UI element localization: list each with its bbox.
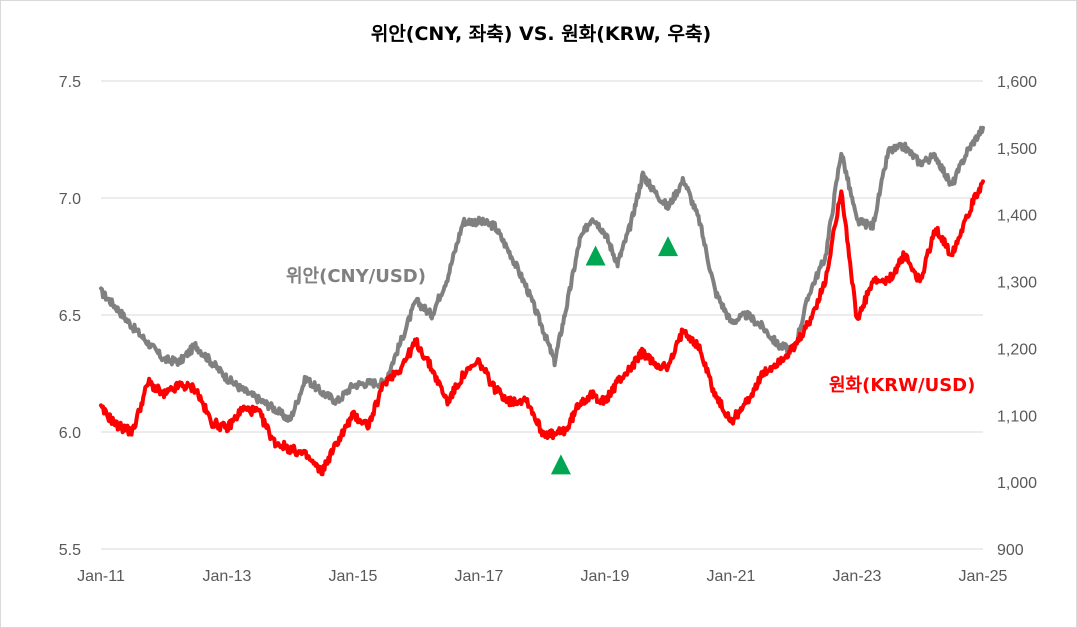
x-tick-label: Jan-15 bbox=[329, 568, 378, 585]
y-right-tick-label: 900 bbox=[997, 542, 1024, 559]
y-right-tick-label: 1,200 bbox=[997, 341, 1037, 358]
y-axis-right: 900 1,000 1,100 1,200 1,300 1,400 1,500 1,600 bbox=[997, 74, 1037, 559]
y-left-tick-label: 7.0 bbox=[59, 191, 81, 208]
triangle-marker-icon bbox=[585, 245, 606, 266]
y-right-tick-label: 1,300 bbox=[997, 275, 1037, 292]
x-tick-label: Jan-13 bbox=[203, 568, 252, 585]
y-left-tick-label: 7.5 bbox=[59, 74, 81, 91]
y-left-tick-label: 6.5 bbox=[59, 308, 81, 325]
x-tick-label: Jan-21 bbox=[707, 568, 756, 585]
x-tick-label: Jan-23 bbox=[833, 568, 882, 585]
x-tick-label: Jan-17 bbox=[455, 568, 504, 585]
y-axis-left: 5.5 6.0 6.5 7.0 7.5 bbox=[59, 74, 81, 559]
y-right-tick-label: 1,600 bbox=[997, 74, 1037, 91]
x-axis: Jan-11 Jan-13 Jan-15 Jan-17 Jan-19 Jan-21 Jan-… bbox=[77, 568, 1007, 585]
y-right-tick-label: 1,100 bbox=[997, 408, 1037, 425]
series-line-krw bbox=[99, 179, 985, 477]
triangle-marker-icon bbox=[658, 236, 678, 257]
gridlines bbox=[101, 80, 983, 550]
series-layer bbox=[99, 125, 985, 477]
x-tick-label: Jan-11 bbox=[77, 568, 125, 585]
x-tick-label: Jan-25 bbox=[959, 568, 1008, 585]
y-left-tick-label: 6.0 bbox=[59, 425, 81, 442]
series-label-cny: 위안(CNY/USD) bbox=[286, 266, 426, 287]
x-tick-label: Jan-19 bbox=[581, 568, 630, 585]
triangle-marker-icon bbox=[550, 454, 571, 475]
chart-title: 위안(CNY, 좌축) VS. 원화(KRW, 우축) bbox=[371, 23, 711, 45]
y-left-tick-label: 5.5 bbox=[59, 542, 81, 559]
series-line-cny bbox=[99, 125, 985, 423]
series-label-krw: 원화(KRW/USD) bbox=[829, 375, 975, 396]
y-right-tick-label: 1,000 bbox=[997, 475, 1037, 492]
y-right-tick-label: 1,500 bbox=[997, 141, 1037, 158]
y-right-tick-label: 1,400 bbox=[997, 208, 1037, 225]
markers-layer bbox=[550, 236, 678, 475]
